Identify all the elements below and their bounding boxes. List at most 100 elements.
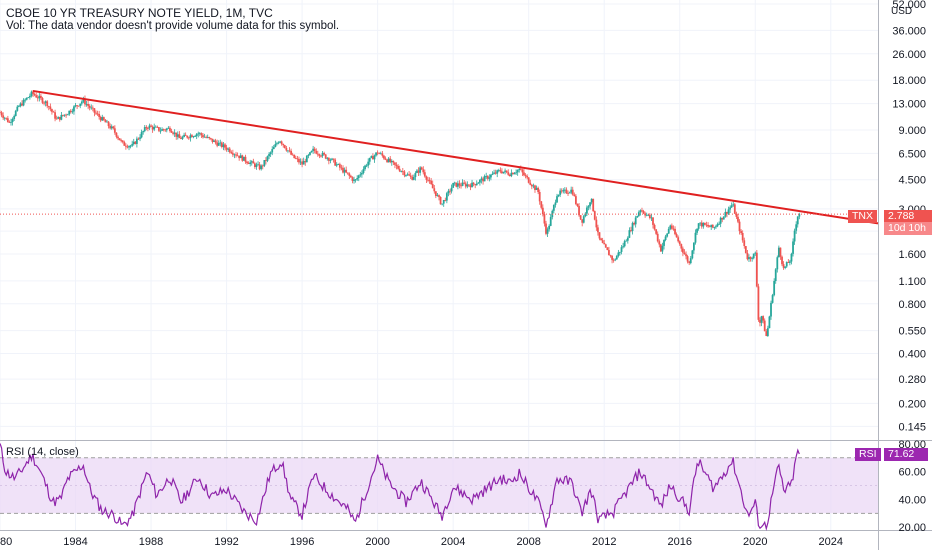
candle-body (521, 169, 524, 173)
candle-body (312, 148, 315, 151)
candle-body (754, 252, 757, 254)
candle-body (82, 98, 85, 102)
candle-body (315, 150, 318, 154)
candle-body (647, 214, 650, 216)
candle-body (770, 302, 772, 317)
candle-body (655, 229, 658, 234)
candle-body (96, 113, 99, 115)
candle-body (154, 126, 157, 128)
candle-body (737, 216, 739, 222)
candle-body (501, 171, 503, 174)
candle-body (129, 145, 132, 147)
candle-body (659, 244, 662, 252)
candle-body (80, 101, 83, 104)
candle-body (343, 169, 346, 173)
candle-body (372, 156, 374, 160)
candle-body (323, 152, 326, 155)
candle-body (169, 127, 171, 131)
last-price-tag: 2.788 (884, 210, 932, 223)
candle-body (28, 95, 31, 98)
rsi-axis-tick-label: 40.00 (898, 494, 926, 506)
candle-body (541, 207, 544, 215)
candle-body (228, 148, 231, 153)
candle-body (633, 223, 636, 225)
candle-body (675, 234, 678, 238)
candle-body (10, 122, 12, 123)
candle-body (170, 130, 173, 133)
rsi-line (0, 443, 800, 531)
candle-body (757, 286, 760, 320)
candle-body (708, 226, 711, 228)
candle-body (776, 257, 779, 270)
candle-body (732, 204, 735, 206)
candle-body (16, 106, 19, 111)
time-axis-tick-label: 2020 (743, 536, 767, 548)
candle-body (552, 204, 555, 211)
candle-body (689, 258, 692, 264)
candle-body (288, 150, 291, 152)
candle-body (543, 214, 546, 224)
candle-body (438, 195, 440, 197)
candle-body (376, 152, 379, 154)
time-axis-tick-label: 2012 (592, 536, 616, 548)
candle-body (502, 171, 505, 174)
candle-body (301, 161, 304, 165)
candle-body (106, 121, 108, 123)
candle-body (6, 118, 9, 123)
candle-body (617, 252, 620, 256)
candle-body (71, 111, 74, 113)
candle-body (508, 174, 511, 177)
candle-body (88, 105, 91, 108)
candle-body (233, 154, 236, 156)
candle-body (700, 222, 703, 227)
candle-body (450, 187, 453, 192)
candle-body (235, 154, 237, 156)
candle-body (331, 158, 333, 160)
candle-body (622, 246, 624, 248)
candle-body (213, 140, 215, 142)
candle-body (148, 125, 151, 129)
candle-body (387, 158, 390, 163)
price-axis-tick-label: 18.000 (892, 75, 926, 87)
candle-body (326, 157, 329, 159)
candle-body (206, 137, 209, 138)
candle-body (488, 177, 491, 179)
candle-body (461, 182, 464, 186)
candle-body (527, 177, 530, 183)
candle-body (293, 154, 296, 159)
candle-body (348, 173, 351, 176)
candle-body (628, 230, 631, 238)
candle-body (403, 171, 406, 176)
candle-body (592, 198, 595, 212)
price-axis-tick-label: 6.500 (898, 148, 926, 160)
candle-body (360, 173, 363, 175)
candle-body (40, 95, 42, 99)
candle-body (719, 217, 722, 224)
candle-body (91, 107, 94, 109)
candle-body (595, 219, 598, 228)
candle-body (290, 150, 292, 155)
candle-body (318, 154, 321, 156)
candle-body (494, 172, 497, 174)
candle-body (375, 152, 377, 156)
candle-body (261, 165, 264, 167)
candle-body (124, 145, 127, 147)
candle-body (497, 170, 500, 172)
candle-body (260, 165, 263, 170)
candle-body (335, 164, 338, 166)
candle-body (519, 168, 522, 170)
candle-body (0, 112, 3, 116)
candle-body (702, 222, 705, 227)
candle-body (386, 159, 388, 163)
candle-body (349, 175, 352, 178)
candle-body (593, 211, 596, 220)
time-axis-tick-label: 1996 (290, 536, 314, 548)
candle-body (383, 155, 385, 159)
candle-body (456, 183, 459, 187)
candle-body (151, 126, 154, 130)
candle-body (705, 224, 708, 226)
candle-body (285, 148, 288, 151)
candle-body (200, 133, 203, 136)
candle-body (699, 222, 702, 224)
